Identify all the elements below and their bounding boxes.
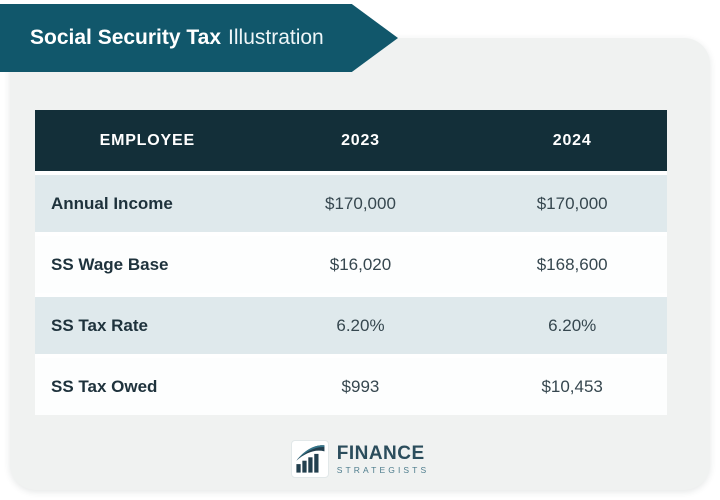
growth-chart-icon [290,440,329,478]
header-employee: EMPLOYEE [99,131,195,149]
brand-subtitle: STRATEGISTS [336,464,430,475]
row-label: Annual Income [51,193,173,213]
header-2023: 2023 [341,131,380,149]
table-row-annual-income: Annual Income $170,000 $170,000 [35,175,667,232]
row-label: SS Wage Base [51,254,169,274]
table-row-ss-tax-owed: SS Tax Owed $993 $10,453 [35,358,667,415]
value-2024: $168,600 [536,254,608,274]
row-label: SS Tax Owed [51,376,158,396]
brand-wordmark: FINANCE STRATEGISTS [337,444,430,475]
row-label: SS Tax Rate [51,315,149,335]
value-2023: $16,020 [329,254,392,274]
title-banner: Social Security Tax Illustration [0,4,398,72]
table-header-row: EMPLOYEE 2023 2024 [35,110,667,171]
value-2024: 6.20% [548,315,597,335]
brand-footer: FINANCE STRATEGISTS [0,440,720,478]
value-2023: $993 [341,376,380,396]
brand-name: FINANCE [336,442,425,464]
value-2024: $170,000 [536,193,608,213]
page-subtitle: Illustration [228,26,324,49]
header-2024: 2024 [552,131,592,149]
page-title: Social Security Tax [30,26,222,49]
value-2024: $10,453 [541,376,603,396]
value-2023: $170,000 [325,193,396,213]
tax-comparison-table: EMPLOYEE 2023 2024 Annual Income $170,00… [35,110,667,415]
value-2023: 6.20% [336,315,385,335]
table-row-ss-wage-base: SS Wage Base $16,020 $168,600 [35,236,667,293]
table-row-ss-tax-rate: SS Tax Rate 6.20% 6.20% [35,297,667,354]
